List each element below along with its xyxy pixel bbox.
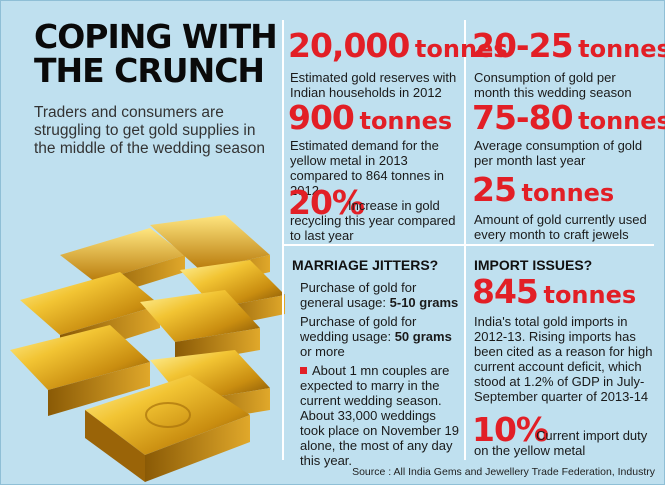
- divider-vertical-center: [464, 20, 466, 460]
- import-duty-desc: Current import duty on the yellow metal: [474, 428, 648, 458]
- stat-demand-figure: 900 tonnes: [288, 98, 453, 137]
- marriage-wedding-usage-value: 50 grams: [394, 329, 452, 344]
- stat-wedding-consumption-desc: Consumption of gold per month this weddi…: [474, 70, 632, 100]
- intro-text: Traders and consumers are struggling to …: [34, 104, 265, 157]
- stat-jewellery-figure: 25 tonnes: [472, 170, 615, 209]
- marriage-general-usage: Purchase of gold for general usage: 5-10…: [300, 280, 459, 310]
- marriage-note: About 1 mn couples are expected to marry…: [300, 363, 459, 468]
- divider-horizontal: [284, 244, 654, 246]
- stat-recycling-figure: 20%: [288, 183, 365, 222]
- imports-heading: IMPORT ISSUES?: [474, 257, 593, 273]
- stat-reserves-figure: 20,000 tonnes: [288, 26, 508, 65]
- marriage-wedding-usage: Purchase of gold for wedding usage: 50 g…: [300, 314, 452, 359]
- headline: COPING WITH THE CRUNCH: [34, 20, 284, 88]
- imports-figure: 845 tonnes: [472, 272, 637, 311]
- marriage-heading: MARRIAGE JITTERS?: [292, 257, 439, 273]
- stat-last-year-consumption-desc: Average consumption of gold per month la…: [474, 138, 643, 168]
- stat-recycling-desc: Increase in gold recycling this year com…: [290, 198, 456, 243]
- imports-desc: India's total gold imports in 2012-13. R…: [474, 314, 653, 404]
- stat-jewellery-desc: Amount of gold currently used every mont…: [474, 212, 647, 242]
- stat-last-year-consumption-figure: 75-80 tonnes: [472, 98, 665, 137]
- source-credit: Source : All India Gems and Jewellery Tr…: [352, 466, 655, 478]
- import-duty-figure: 10%: [472, 410, 549, 449]
- marriage-general-usage-value: 5-10 grams: [389, 295, 459, 310]
- gold-bars-illustration: [10, 215, 285, 482]
- bullet-square-icon: [300, 367, 307, 374]
- headline-line-1: COPING WITH: [34, 17, 278, 56]
- headline-line-2: THE CRUNCH: [34, 51, 265, 90]
- stat-wedding-consumption-figure: 20-25 tonnes: [472, 26, 665, 65]
- stat-demand-desc: Estimated demand for the yellow metal in…: [290, 138, 444, 198]
- stat-reserves-desc: Estimated gold reserves with Indian hous…: [290, 70, 457, 100]
- divider-vertical-left: [282, 20, 284, 460]
